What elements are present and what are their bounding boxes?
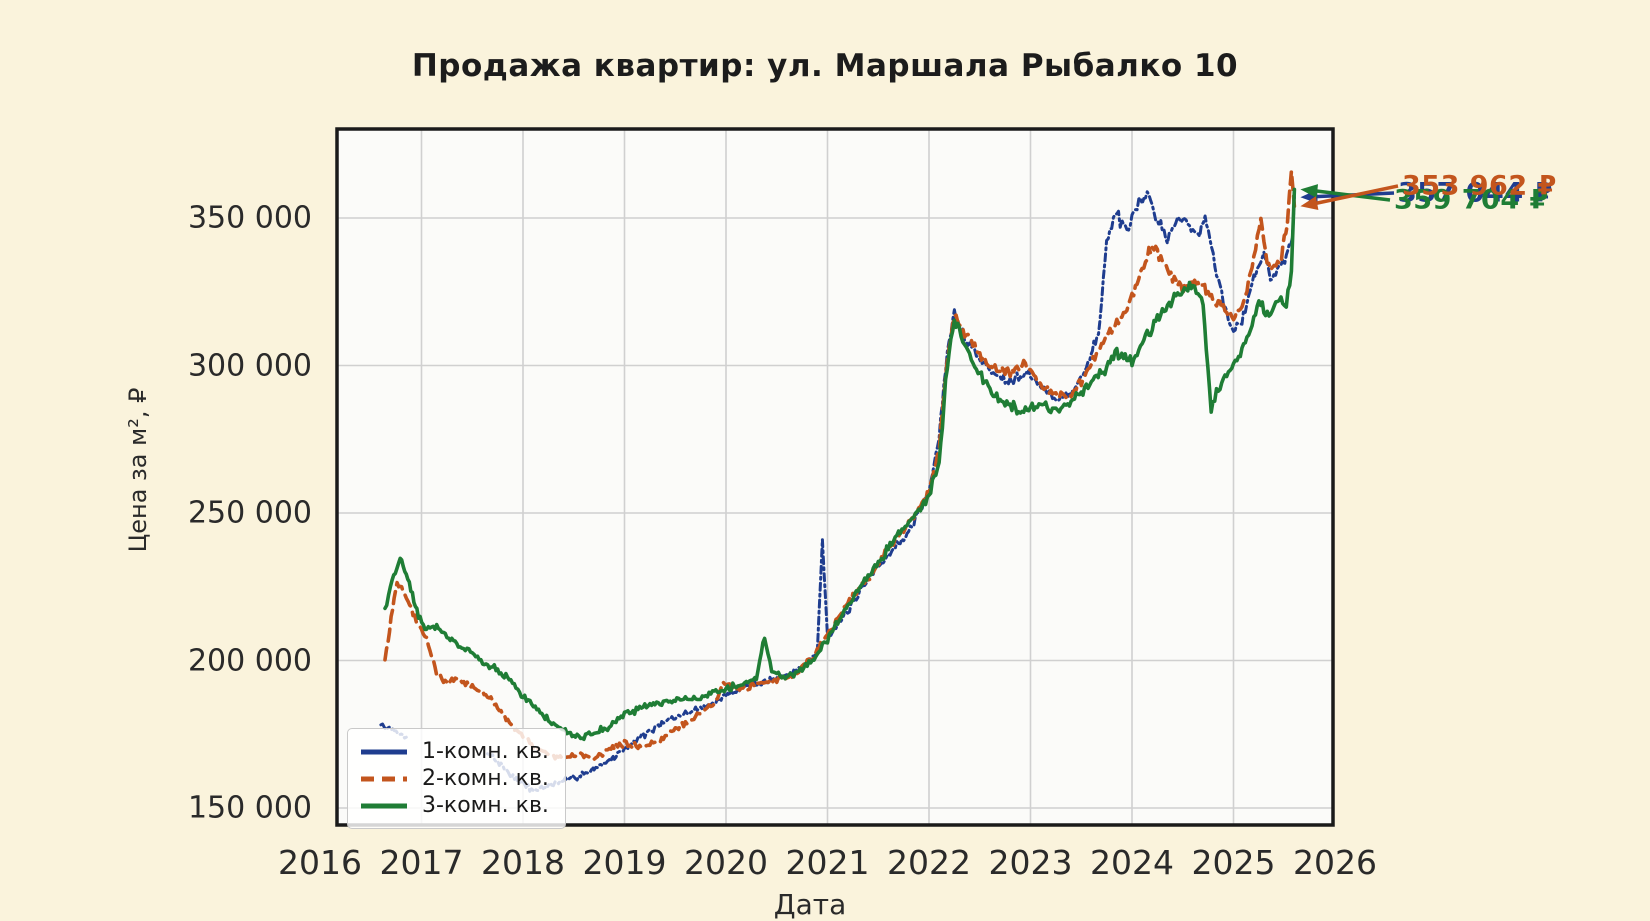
legend-item-label: 3-комн. кв. — [422, 793, 549, 818]
x-tick-label: 2021 — [785, 843, 870, 882]
legend-item: 3-комн. кв. — [360, 792, 549, 819]
x-tick-label: 2024 — [1090, 843, 1174, 882]
legend: 1-комн. кв. 2-комн. кв. 3-комн. кв. — [347, 728, 566, 829]
legend-line-sample — [361, 803, 407, 808]
y-tick-label: 150 000 — [187, 790, 312, 826]
last-price-label: 359 704 ₽ — [1394, 184, 1549, 216]
chart-canvas: Продажа квартир: ул. Маршала Рыбалко 10 … — [124, 48, 1557, 921]
y-tick-label: 250 000 — [187, 495, 312, 531]
legend-item: 2-комн. кв. — [360, 765, 549, 792]
x-tick-label: 2016 — [278, 843, 362, 882]
legend-line-sample — [361, 749, 407, 754]
last-price-label: 353 962 ₽ — [1402, 170, 1557, 202]
y-tick-label: 350 000 — [187, 200, 312, 236]
x-tick-label: 2017 — [379, 843, 464, 882]
chart-title: Продажа квартир: ул. Маршала Рыбалко 10 — [411, 48, 1239, 84]
y-tick-label: 200 000 — [187, 643, 312, 678]
legend-item-label: 1-комн. кв. — [422, 739, 549, 764]
y-tick-label: 300 000 — [187, 348, 312, 383]
x-tick-label: 2019 — [582, 843, 667, 882]
legend-item-label: 2-комн. кв. — [422, 766, 549, 791]
x-tick-label: 2025 — [1191, 843, 1276, 882]
x-tick-label: 2018 — [481, 843, 565, 882]
plot-area — [335, 127, 1399, 827]
legend-item: 1-комн. кв. — [360, 738, 549, 765]
x-tick-label: 2026 — [1293, 843, 1377, 882]
y-axis-label: Цена за м², ₽ — [124, 387, 152, 553]
x-axis-label: Дата — [773, 888, 847, 921]
x-tick-label: 2022 — [887, 843, 971, 882]
last-price-label: 357 044 ₽ — [1398, 177, 1553, 209]
x-tick-label: 2020 — [684, 843, 768, 882]
legend-line-sample — [361, 776, 407, 781]
x-tick-label: 2023 — [988, 843, 1073, 882]
